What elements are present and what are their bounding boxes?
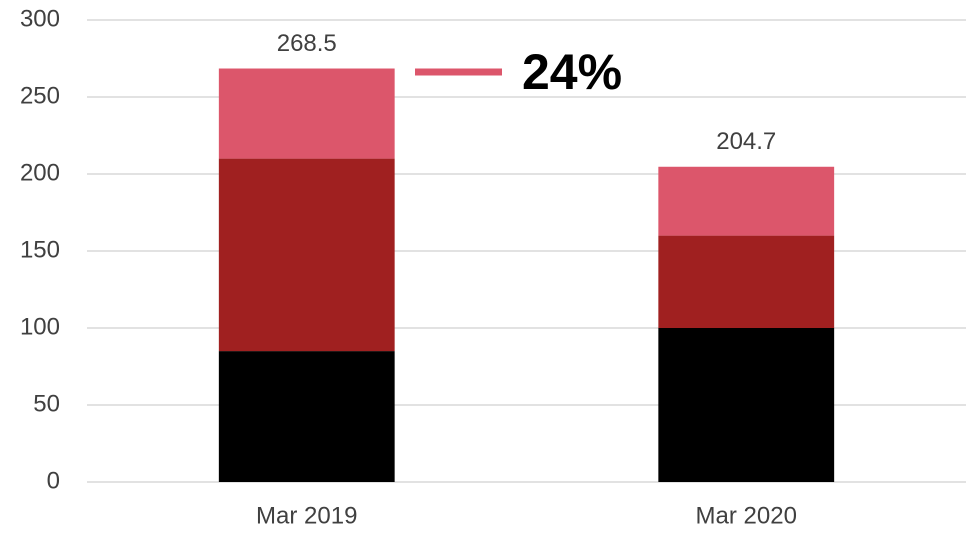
bar-segment [218,68,395,159]
bar-segment [658,235,835,328]
y-tick-label: 300 [20,5,60,32]
bar-segment [218,158,395,352]
bar-segment [218,351,395,482]
y-tick-label: 0 [47,467,60,494]
y-tick-label: 50 [33,390,60,417]
x-tick-label: Mar 2019 [256,502,357,529]
total-label: 204.7 [716,128,776,155]
bar-segment [658,328,835,482]
y-tick-label: 250 [20,82,60,109]
x-tick-label: Mar 2020 [696,502,797,529]
annotation: 24% [522,44,622,100]
y-tick-label: 150 [20,236,60,263]
bar-segment [658,166,835,236]
total-label: 268.5 [277,30,337,57]
y-tick-label: 100 [20,313,60,340]
y-tick-label: 200 [20,159,60,186]
